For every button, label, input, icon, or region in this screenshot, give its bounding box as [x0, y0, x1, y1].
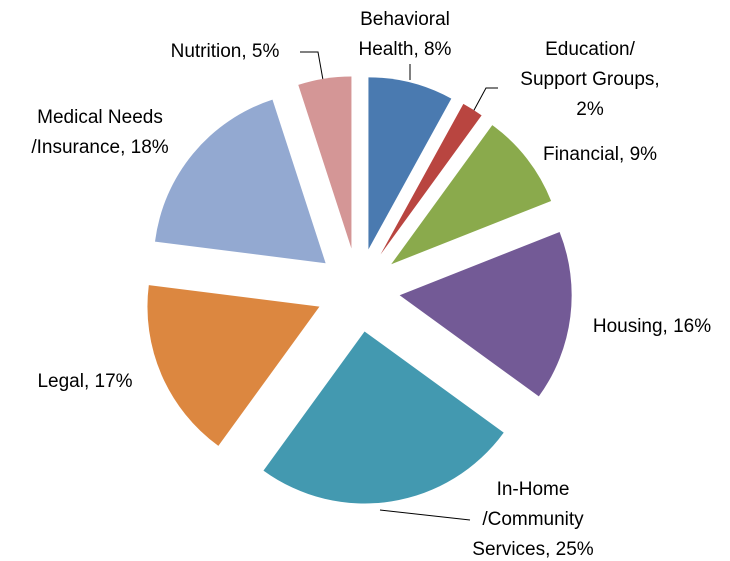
pie-slice: [147, 285, 320, 446]
leader-line: [472, 87, 498, 113]
data-label: Nutrition, 5%: [171, 41, 280, 62]
pie-slice: [298, 76, 352, 249]
data-label: In-Home/Community Services, 25%: [472, 479, 594, 560]
data-label: Legal, 17%: [37, 371, 132, 392]
pie-slice: [263, 331, 504, 504]
pie-slice: [391, 125, 552, 265]
data-label: Housing, 16%: [593, 316, 711, 337]
pie-slice: [154, 99, 326, 264]
data-label: Financial, 9%: [543, 144, 657, 165]
leader-line: [379, 509, 471, 521]
data-label: Medical Needs/Insurance, 18%: [31, 107, 168, 158]
data-label: Behavioral Health, 8%: [359, 9, 452, 60]
leader-lines: [300, 51, 498, 521]
pie-slice: [399, 231, 572, 397]
pie-slice: [368, 77, 452, 250]
pie-slice: [380, 103, 482, 255]
data-label: Education/Support Groups, 2%: [520, 39, 659, 120]
leader-line: [300, 51, 324, 81]
